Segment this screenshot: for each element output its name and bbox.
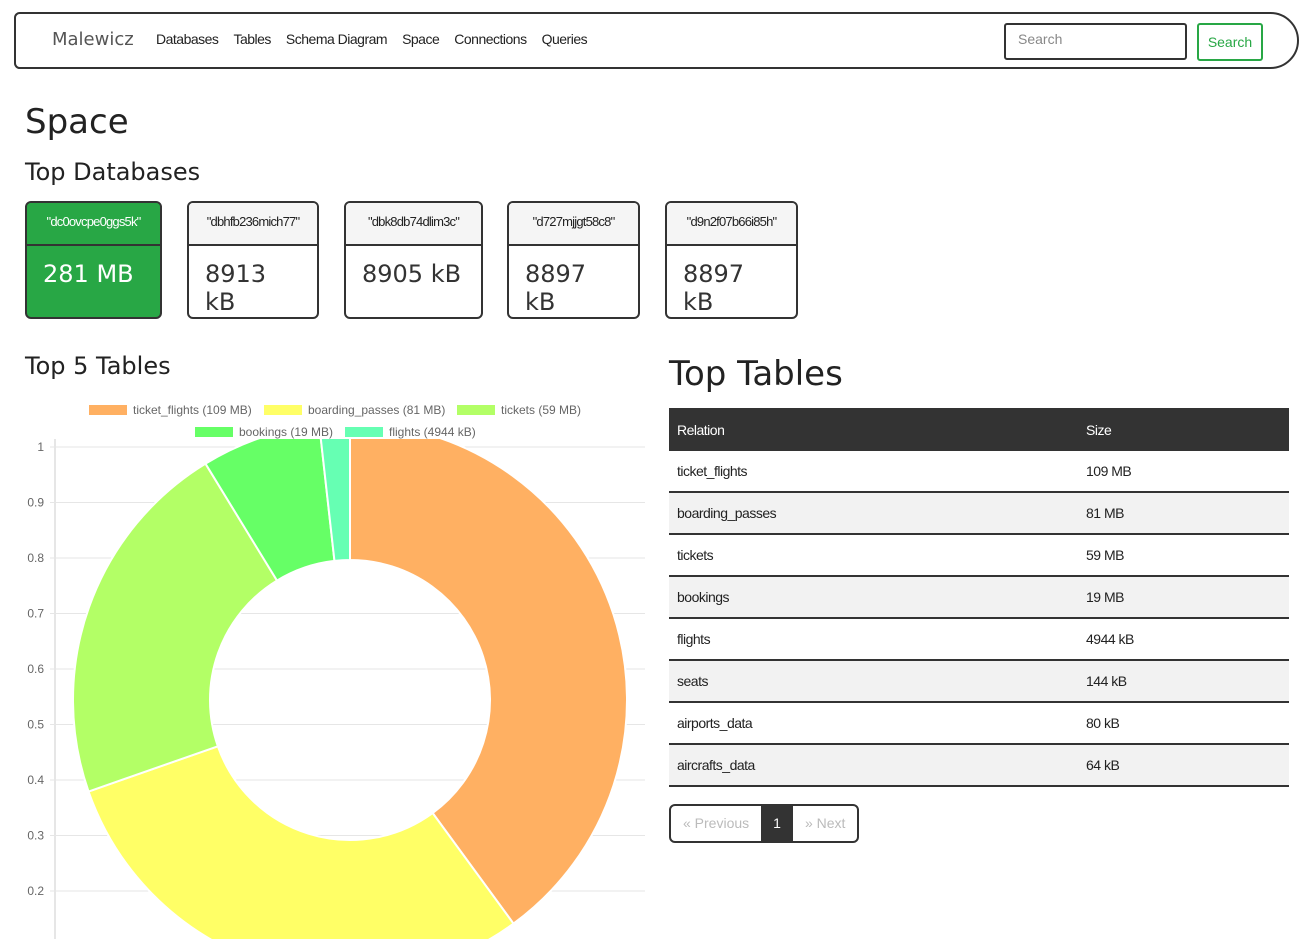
database-name: "d9n2f07b66i85h" [667, 203, 796, 246]
relation-cell: airports_data [669, 702, 1078, 745]
size-cell: 19 MB [1078, 576, 1289, 619]
size-cell: 144 kB [1078, 660, 1289, 703]
database-card[interactable]: "d727mjjgt58c8" 8897 kB [507, 201, 640, 319]
size-cell: 109 MB [1078, 451, 1289, 493]
nav-link-schema-diagram[interactable]: Schema Diagram [285, 31, 388, 47]
relation-cell: flights [669, 618, 1078, 661]
table-row[interactable]: seats 144 kB [669, 660, 1289, 703]
database-name: "d727mjjgt58c8" [509, 203, 638, 246]
y-tick-label: 1 [37, 440, 44, 454]
database-card[interactable]: "dbk8db74dlim3c" 8905 kB [344, 201, 483, 319]
nav-link-databases[interactable]: Databases [156, 31, 219, 47]
y-tick-label: 0.9 [27, 496, 44, 510]
database-size: 8905 kB [362, 260, 462, 288]
chart-title: Top 5 Tables [25, 352, 171, 380]
relation-cell: tickets [669, 534, 1078, 577]
legend-item[interactable]: ticket_flights (109 MB) [89, 403, 252, 417]
nav-link-queries[interactable]: Queries [541, 31, 588, 47]
legend-item[interactable]: bookings (19 MB) [195, 425, 333, 439]
current-page[interactable]: 1 [761, 806, 793, 841]
top-tables-title: Top Tables [669, 354, 843, 394]
relation-cell: seats [669, 660, 1078, 703]
legend-swatch [457, 405, 495, 415]
y-tick-label: 0.5 [27, 718, 44, 732]
database-name: "dbhfb236mich77" [189, 203, 317, 246]
top-databases-title: Top Databases [25, 158, 201, 186]
search-button[interactable]: Search [1197, 23, 1263, 61]
y-tick-label: 0.3 [27, 829, 44, 843]
size-cell: 4944 kB [1078, 618, 1289, 661]
nav-link-tables[interactable]: Tables [233, 31, 271, 47]
legend-swatch [195, 427, 233, 437]
database-size: 8913 kB [205, 260, 267, 316]
y-tick-label: 0.6 [27, 662, 44, 676]
legend-swatch [264, 405, 302, 415]
brand-logo[interactable]: Malewicz [52, 29, 134, 50]
y-tick-label: 0.8 [27, 551, 44, 565]
relation-cell: bookings [669, 576, 1078, 619]
column-header-size: Size [1078, 408, 1289, 451]
legend-label: bookings (19 MB) [239, 425, 334, 439]
legend-label: flights (4944 kB) [389, 425, 476, 439]
column-header-relation: Relation [669, 408, 1078, 451]
size-cell: 59 MB [1078, 534, 1289, 577]
search-input[interactable]: Search [1004, 23, 1187, 60]
legend-swatch [89, 405, 127, 415]
donut-slice-bookings[interactable] [204, 439, 336, 582]
database-card[interactable]: "dbhfb236mich77" 8913 kB [187, 201, 319, 319]
legend-label: boarding_passes (81 MB) [308, 403, 446, 417]
legend-label: ticket_flights (109 MB) [133, 403, 252, 417]
size-cell: 64 kB [1078, 744, 1289, 787]
previous-page-button[interactable]: « Previous [683, 815, 750, 831]
database-size: 8897 kB [525, 260, 587, 316]
table-row[interactable]: bookings 19 MB [669, 576, 1289, 619]
relation-cell: aircrafts_data [669, 744, 1078, 787]
database-card[interactable]: "d9n2f07b66i85h" 8897 kB [665, 201, 798, 319]
database-name: "dbk8db74dlim3c" [346, 203, 481, 246]
legend-item[interactable]: boarding_passes (81 MB) [264, 403, 445, 417]
size-cell: 80 kB [1078, 702, 1289, 745]
table-row[interactable]: ticket_flights 109 MB [669, 451, 1289, 493]
legend-item[interactable]: tickets (59 MB) [457, 403, 581, 417]
nav-link-connections[interactable]: Connections [454, 31, 527, 47]
database-size: 281 MB [43, 260, 134, 288]
y-tick-label: 0.4 [27, 773, 44, 787]
legend-label: tickets (59 MB) [501, 403, 582, 417]
table-row[interactable]: flights 4944 kB [669, 618, 1289, 661]
database-size: 8897 kB [683, 260, 745, 316]
navbar: Malewicz Databases Tables Schema Diagram Sp… [14, 12, 1299, 69]
database-card[interactable]: "dc0ovcpe0ggs5k" 281 MB [25, 201, 162, 319]
y-tick-label: 0.2 [27, 884, 44, 898]
relation-cell: ticket_flights [669, 451, 1078, 493]
donut-slice-flights[interactable] [319, 439, 351, 562]
table-row[interactable]: aircrafts_data 64 kB [669, 744, 1289, 787]
donut-slice-boarding_passes[interactable] [87, 744, 515, 939]
nav-link-space[interactable]: Space [402, 31, 440, 47]
pagination: « Previous 1 » Next [669, 804, 860, 843]
top-tables-table: Relation Size ticket_flights 109 MB boarding… [669, 408, 1289, 787]
table-row[interactable]: tickets 59 MB [669, 534, 1289, 577]
donut-slice-tickets[interactable] [72, 462, 279, 793]
table-row[interactable]: boarding_passes 81 MB [669, 492, 1289, 535]
donut-chart: 1 0.9 0.8 0.7 0.6 0.5 0.4 0.3 0.2 [27, 439, 645, 939]
legend-item[interactable]: flights (4944 kB) [345, 425, 476, 439]
y-tick-label: 0.7 [27, 607, 44, 621]
size-cell: 81 MB [1078, 492, 1289, 535]
table-row[interactable]: airports_data 80 kB [669, 702, 1289, 745]
next-page-button[interactable]: » Next [804, 815, 846, 831]
legend-swatch [345, 427, 383, 437]
page-title: Space [25, 102, 129, 142]
database-name: "dc0ovcpe0ggs5k" [27, 203, 160, 246]
donut-slice-ticket_flights[interactable] [349, 439, 628, 926]
relation-cell: boarding_passes [669, 492, 1078, 535]
